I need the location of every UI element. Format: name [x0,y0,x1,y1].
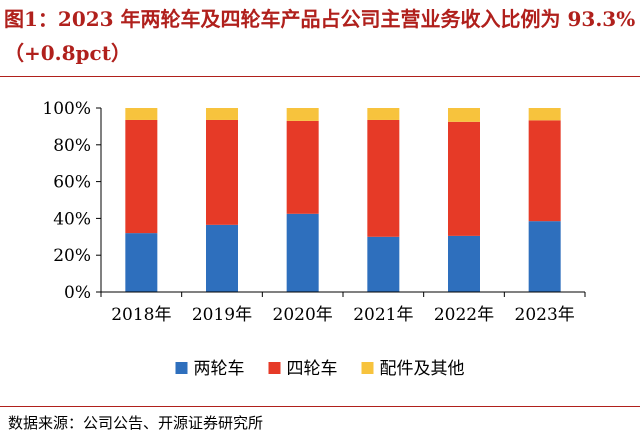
bar-segment [367,236,400,292]
bar-segment [125,119,158,234]
bars [125,108,561,292]
bar-segment [286,120,319,214]
bar-segment [448,121,480,236]
bar-segment [125,233,158,292]
bar-segment [367,108,400,120]
legend-label: 两轮车 [194,359,245,379]
bar-segment [448,235,480,292]
bar-segment [528,221,561,292]
title-divider [0,76,640,77]
bar-segment [367,119,400,237]
x-axis: 2018年 2019年 2020年 2021年 2022年 2023年 [100,291,586,325]
y-tick-label: 20% [53,246,91,266]
x-tick-label: 2018年 [111,305,171,325]
x-tick-label: 2022年 [434,305,494,325]
bar-segment [206,108,238,120]
source-divider [0,406,640,407]
bar-segment [448,108,480,122]
bar-segment [206,119,238,225]
x-tick-label: 2019年 [192,305,252,325]
bar-segment [125,108,158,120]
bar-segment [528,120,561,222]
y-tick-label: 80% [53,136,91,156]
y-tick-label: 100% [42,99,91,119]
x-tick-label: 2020年 [273,305,333,325]
legend: 两轮车 四轮车 配件及其他 [175,359,465,379]
x-tick-label: 2021年 [353,305,413,325]
legend-label: 配件及其他 [380,359,465,379]
bar-segment [286,108,319,121]
stacked-bar-chart: 0%20%40%60%80%100% 2018年 2019年 2020年 2021年 2… [42,99,586,379]
legend-swatch [361,362,374,374]
source-note: 数据来源：公司公告、开源证券研究所 [8,414,264,432]
legend-swatch [175,362,188,374]
bar-segment [286,213,319,292]
y-axis: 0% 20% 40% 60% 80% 100% [42,99,102,303]
bar-segment [206,224,238,292]
legend-swatch [268,362,281,374]
legend-label: 四轮车 [287,359,338,379]
y-tick-label: 60% [53,173,91,193]
figure-title: 图1：2023 年两轮车及四轮车产品占公司主营业务收入比例为 93.3%（+0.… [4,7,636,65]
y-tick-label: 40% [53,209,91,229]
y-tick-label: 0% [64,283,91,303]
x-tick-label: 2023年 [515,305,575,325]
bar-segment [528,108,561,121]
